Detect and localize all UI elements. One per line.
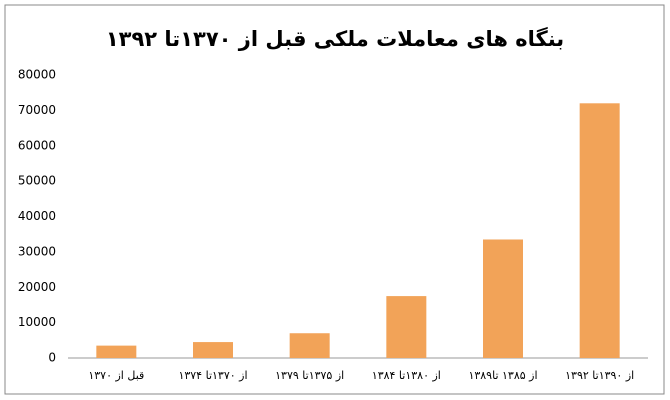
bar (193, 342, 233, 358)
x-tick-label: قبل از ۱۳۷۰ (88, 369, 144, 382)
bar (483, 239, 523, 358)
y-tick-label: 20000 (18, 280, 56, 294)
x-tick-label: از ۱۳۷۰تا ۱۳۷۴ (178, 369, 247, 382)
y-tick-label: 10000 (18, 315, 56, 329)
y-tick-label: 50000 (18, 174, 56, 188)
chart-title: بنگاه های معاملات ملکی قبل از ۱۳۷۰تا ۱۳۹… (106, 26, 564, 51)
bar (289, 333, 330, 358)
x-tick-label: از ۱۳۸۰تا ۱۳۸۴ (372, 369, 441, 382)
y-tick-label: 60000 (18, 138, 56, 152)
y-tick-label: 80000 (18, 68, 56, 82)
x-tick-label: از ۱۳۸۵ تا۱۳۸۹ (468, 369, 537, 382)
y-tick-label: 30000 (18, 244, 56, 258)
y-tick-label: 70000 (18, 103, 56, 117)
y-tick-label: 0 (48, 351, 56, 365)
bar (579, 103, 620, 358)
bar (386, 296, 427, 358)
y-tick-label: 40000 (18, 209, 56, 223)
chart-frame (4, 4, 665, 395)
bar (96, 345, 137, 358)
x-tick-label: از ۱۳۹۰تا ۱۳۹۲ (565, 369, 634, 382)
x-tick-label: از ۱۳۷۵تا ۱۳۷۹ (275, 369, 344, 382)
